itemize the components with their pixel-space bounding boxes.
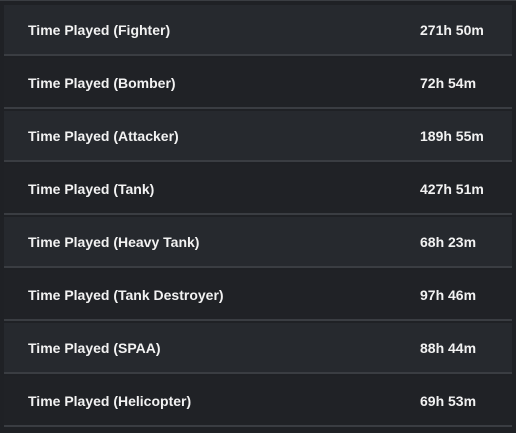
stat-label: Time Played (Fighter) [28, 21, 171, 38]
stat-label: Time Played (Bomber) [28, 74, 176, 91]
stat-label: Time Played (Tank) [28, 180, 155, 197]
stat-row-bomber: Time Played (Bomber) 72h 54m [4, 58, 512, 109]
stat-value: 88h 44m [420, 339, 477, 356]
stat-row-spaa: Time Played (SPAA) 88h 44m [4, 323, 512, 374]
stat-value: 97h 46m [420, 286, 477, 303]
stat-row-heavy-tank: Time Played (Heavy Tank) 68h 23m [4, 217, 512, 268]
stat-row-tank: Time Played (Tank) 427h 51m [4, 164, 512, 215]
stat-label: Time Played (SPAA) [28, 339, 161, 356]
stat-value: 189h 55m [420, 127, 484, 144]
stat-value: 271h 50m [420, 21, 484, 38]
stat-label: Time Played (Helicopter) [28, 392, 192, 409]
stat-label: Time Played (Tank Destroyer) [28, 286, 224, 303]
stat-label: Time Played (Heavy Tank) [28, 233, 200, 250]
stat-row-tank-destroyer: Time Played (Tank Destroyer) 97h 46m [4, 270, 512, 321]
stat-value: 68h 23m [420, 233, 477, 250]
stat-value: 72h 54m [420, 74, 477, 91]
stat-row-helicopter: Time Played (Helicopter) 69h 53m [4, 376, 512, 427]
stat-row-fighter: Time Played (Fighter) 271h 50m [4, 5, 512, 56]
stat-value: 427h 51m [420, 180, 484, 197]
stat-label: Time Played (Attacker) [28, 127, 179, 144]
stat-value: 69h 53m [420, 392, 477, 409]
stat-row-attacker: Time Played (Attacker) 189h 55m [4, 111, 512, 162]
